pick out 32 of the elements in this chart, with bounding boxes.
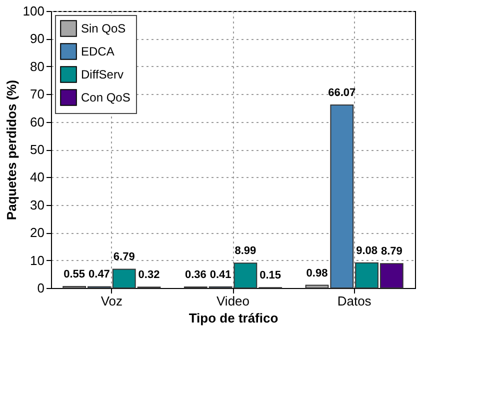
- data-label: 0.15: [260, 270, 282, 282]
- legend-label: EDCA: [81, 44, 114, 58]
- data-label: 0.98: [306, 267, 328, 280]
- legend-label: DiffServ: [81, 68, 124, 82]
- data-label: 66.07: [328, 86, 356, 99]
- x-tick-label: Video: [216, 294, 250, 308]
- data-label: 6.79: [113, 251, 135, 264]
- y-tick-label: 70: [30, 86, 44, 102]
- legend-label: Con QoS: [81, 90, 130, 104]
- x-tick-label: Voz: [100, 294, 123, 308]
- y-tick-label: 80: [30, 58, 44, 74]
- data-label: 8.99: [234, 245, 256, 258]
- x-axis-title: Tipo de tráfico: [188, 310, 278, 326]
- y-axis-title: Paquetes perdidos (%): [4, 80, 19, 220]
- y-tick-label: 100: [22, 4, 44, 18]
- y-tick-label: 50: [30, 142, 44, 157]
- y-tick-label: 20: [30, 225, 44, 240]
- y-tick-label: 40: [30, 170, 44, 185]
- data-label: 9.08: [356, 244, 378, 257]
- y-tick-label: 30: [30, 197, 44, 212]
- legend-label: Sin QoS: [81, 22, 126, 36]
- data-label: 8.79: [380, 246, 402, 258]
- data-label: 0.41: [210, 268, 232, 281]
- data-label: 0.36: [184, 269, 206, 282]
- data-label: 0.32: [138, 269, 160, 282]
- y-tick-label: 0: [37, 280, 44, 296]
- y-tick-label: 60: [30, 114, 44, 130]
- data-label: 0.55: [64, 268, 86, 280]
- y-tick-label: 90: [30, 31, 44, 46]
- data-label: 0.47: [88, 268, 110, 281]
- x-tick-label: Datos: [337, 294, 372, 308]
- y-tick-label: 10: [30, 252, 44, 268]
